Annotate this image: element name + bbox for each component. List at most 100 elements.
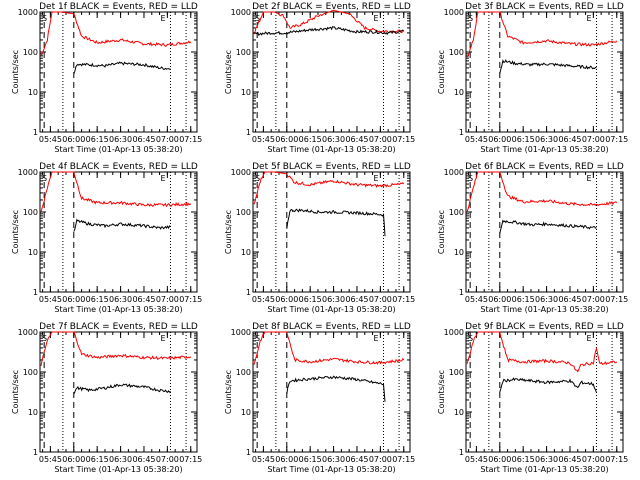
series-line	[286, 208, 386, 237]
y-axis-label: Counts/sec	[437, 370, 446, 414]
x-tick-label: 06:15	[512, 295, 535, 304]
x-tick-label: 06:15	[86, 455, 109, 464]
x-tick-label: 06:45	[345, 135, 368, 144]
x-tick-label: 06:00	[62, 295, 85, 304]
y-tick-label: 100	[23, 208, 38, 217]
y-tick-label: 10	[28, 408, 38, 417]
start-marker: S	[468, 14, 473, 23]
series-line	[466, 171, 618, 213]
x-tick-label: 05:45	[465, 295, 488, 304]
x-tick-label: 07:00	[156, 455, 179, 464]
x-tick-label: 07:15	[605, 295, 628, 304]
y-tick-label: 1000	[444, 8, 464, 17]
x-tick-label: 05:45	[39, 295, 62, 304]
x-tick-label: 06:00	[62, 455, 85, 464]
end-marker: E	[586, 14, 591, 23]
x-tick-label: 06:30	[109, 295, 132, 304]
x-tick-label: 07:15	[605, 135, 628, 144]
x-tick-label: 07:00	[582, 455, 605, 464]
chart-title: Det 3f BLACK = Events, RED = LLD	[465, 2, 624, 12]
x-tick-label: 06:15	[86, 135, 109, 144]
y-tick-label: 1	[33, 448, 38, 457]
plot-frame	[252, 11, 411, 133]
x-tick-label: 07:00	[582, 295, 605, 304]
chart-title: Det 5f BLACK = Events, RED = LLD	[252, 162, 411, 172]
x-tick-label: 06:00	[275, 135, 298, 144]
series-line	[286, 375, 386, 402]
y-tick-label: 100	[23, 368, 38, 377]
x-tick-label: 07:15	[179, 295, 202, 304]
x-tick-label: 05:45	[252, 295, 275, 304]
x-axis-label: Start Time (01-Apr-13 05:38:20)	[267, 305, 395, 314]
y-tick-label: 1	[459, 288, 464, 297]
start-marker: S	[468, 174, 473, 183]
x-tick-label: 06:45	[558, 295, 581, 304]
plot-frame	[252, 171, 411, 293]
end-marker: E	[373, 334, 378, 343]
series-line	[73, 61, 171, 75]
y-tick-label: 1000	[231, 8, 251, 17]
series-line	[253, 26, 405, 36]
x-tick-label: 07:15	[179, 135, 202, 144]
end-marker: E	[586, 334, 591, 343]
chart-panel: Det 4f BLACK = Events, RED = LLD 1 10 100 10…	[11, 162, 202, 314]
y-axis-label: Counts/sec	[224, 50, 233, 94]
x-tick-label: 05:45	[252, 455, 275, 464]
y-tick-label: 100	[449, 208, 464, 217]
x-tick-label: 06:30	[535, 455, 558, 464]
x-tick-label: 07:15	[392, 455, 415, 464]
x-tick-label: 06:45	[132, 295, 155, 304]
chart-panel: Det 1f BLACK = Events, RED = LLD 1 10 100 10…	[11, 2, 202, 154]
y-tick-label: 100	[23, 48, 38, 57]
x-tick-label: 07:00	[369, 295, 392, 304]
x-tick-label: 07:00	[582, 135, 605, 144]
y-tick-label: 10	[241, 88, 251, 97]
x-tick-label: 06:00	[488, 295, 511, 304]
x-tick-label: 07:00	[369, 455, 392, 464]
end-marker: E	[160, 174, 165, 183]
y-tick-label: 1000	[444, 328, 464, 337]
y-tick-label: 10	[454, 408, 464, 417]
chart-panel: Det 6f BLACK = Events, RED = LLD 1 10 100 10…	[437, 162, 628, 314]
y-tick-label: 10	[28, 248, 38, 257]
chart-title: Det 6f BLACK = Events, RED = LLD	[465, 162, 624, 172]
x-tick-label: 06:30	[322, 295, 345, 304]
start-marker: S	[42, 174, 47, 183]
x-tick-label: 05:45	[39, 135, 62, 144]
y-tick-label: 10	[454, 88, 464, 97]
chart-title: Det 9f BLACK = Events, RED = LLD	[465, 322, 624, 332]
x-axis-label: Start Time (01-Apr-13 05:38:20)	[54, 305, 182, 314]
x-tick-label: 05:45	[39, 455, 62, 464]
y-tick-label: 1000	[231, 168, 251, 177]
y-tick-label: 100	[449, 368, 464, 377]
x-axis-label: Start Time (01-Apr-13 05:38:20)	[267, 145, 395, 154]
chart-panel: Det 9f BLACK = Events, RED = LLD 1 10 100 10…	[437, 322, 628, 474]
x-tick-label: 07:15	[392, 295, 415, 304]
start-marker: S	[255, 334, 260, 343]
chart-title: Det 7f BLACK = Events, RED = LLD	[39, 322, 198, 332]
y-tick-label: 1	[246, 448, 251, 457]
chart-panel: Det 2f BLACK = Events, RED = LLD 1 10 100 10…	[224, 2, 415, 154]
x-tick-label: 06:15	[86, 295, 109, 304]
x-tick-label: 07:15	[605, 455, 628, 464]
plot-frame	[39, 171, 198, 293]
start-marker: S	[255, 14, 260, 23]
series-line	[73, 383, 171, 395]
start-marker: S	[468, 334, 473, 343]
series-line	[253, 171, 405, 205]
series-line	[73, 218, 171, 232]
y-axis-label: Counts/sec	[224, 210, 233, 254]
x-tick-label: 06:15	[299, 455, 322, 464]
x-tick-label: 06:30	[535, 295, 558, 304]
end-marker: E	[160, 334, 165, 343]
x-tick-label: 06:15	[512, 135, 535, 144]
x-tick-label: 07:00	[156, 135, 179, 144]
y-axis-label: Counts/sec	[11, 370, 20, 414]
start-marker: S	[255, 174, 260, 183]
y-tick-label: 100	[236, 368, 251, 377]
y-tick-label: 1000	[18, 328, 38, 337]
series-line	[253, 331, 405, 365]
x-tick-label: 06:45	[558, 455, 581, 464]
plot-frame	[465, 11, 624, 133]
y-axis-label: Counts/sec	[437, 50, 446, 94]
